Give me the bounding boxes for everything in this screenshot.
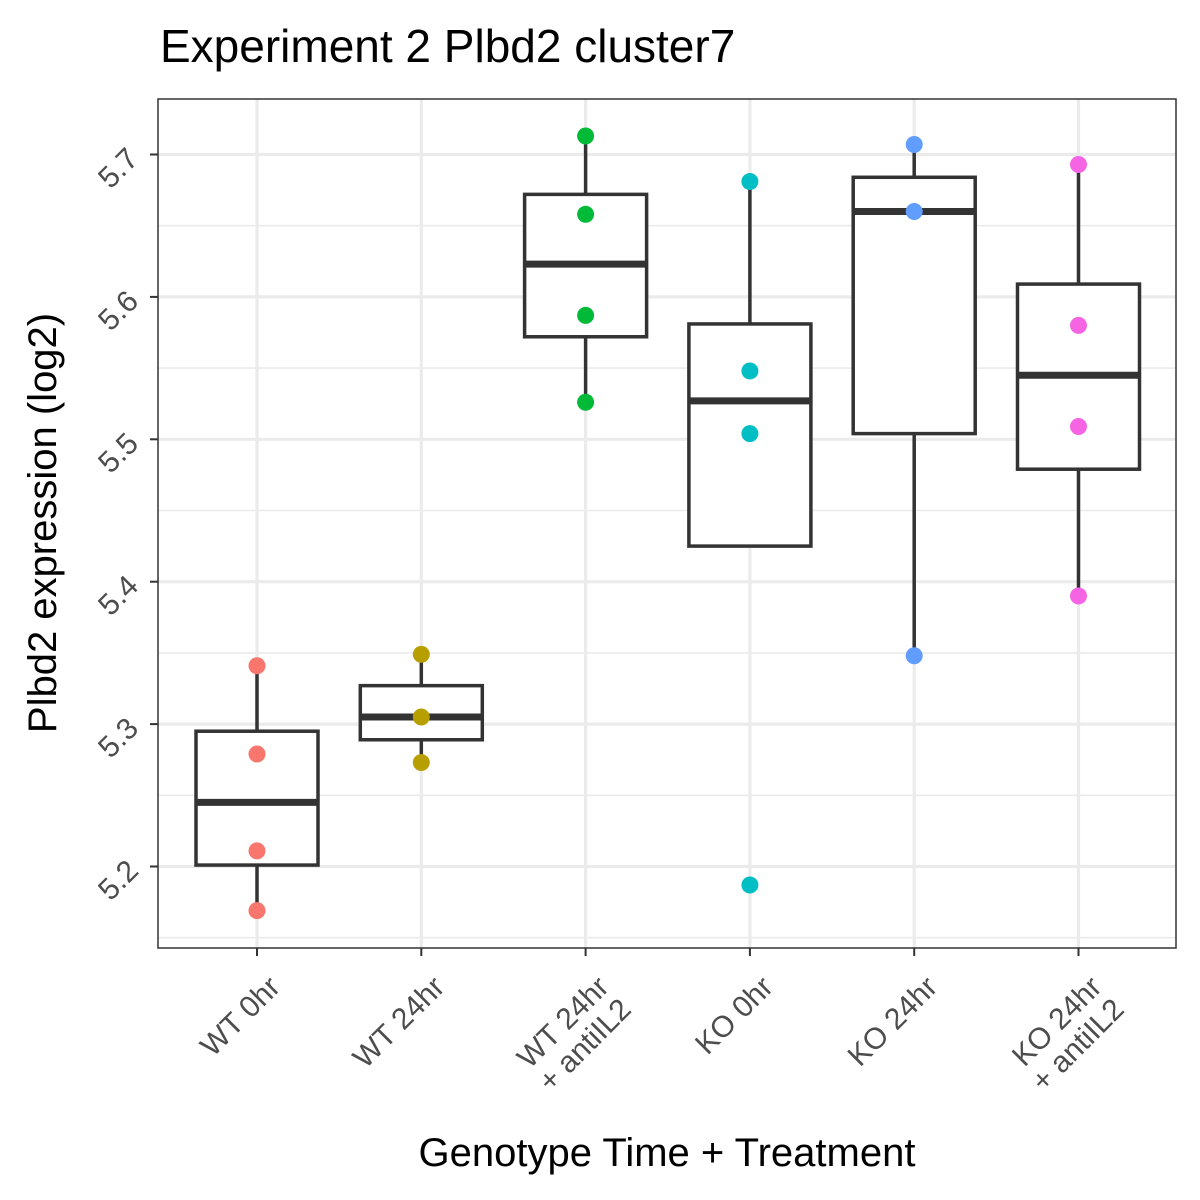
x-tick-label-line: KO 0hr xyxy=(689,970,780,1061)
x-tick-label: KO 24hr+ antiIL2 xyxy=(1003,970,1131,1098)
box-iqr xyxy=(851,175,977,436)
data-point xyxy=(577,306,595,324)
data-point xyxy=(1070,417,1087,435)
y-tick-label: 5.7 xyxy=(92,142,145,195)
x-tick-label: KO 0hr xyxy=(689,970,780,1061)
x-tick-label: WT 24hr xyxy=(347,970,451,1074)
data-point xyxy=(741,362,759,380)
data-point xyxy=(412,708,430,726)
data-point xyxy=(1070,155,1087,173)
data-point xyxy=(741,425,759,443)
y-tick-label: 5.6 xyxy=(92,285,145,338)
x-tick-label-line: WT 24hr xyxy=(347,970,451,1074)
chart-title: Experiment 2 Plbd2 cluster7 xyxy=(160,20,735,72)
point-layer xyxy=(248,127,1087,920)
data-point xyxy=(577,127,595,145)
data-point xyxy=(577,393,595,411)
y-tick-label: 5.4 xyxy=(92,569,145,622)
y-tick-label: 5.5 xyxy=(92,427,145,480)
plot-panel-border xyxy=(157,98,1177,949)
data-point xyxy=(248,657,266,675)
data-point xyxy=(412,754,430,772)
x-tick-label: WT 0hr xyxy=(194,970,286,1062)
data-point xyxy=(905,136,923,154)
data-point xyxy=(905,647,923,665)
data-point xyxy=(248,902,266,920)
data-point xyxy=(248,745,266,763)
x-tick-label-line: WT 0hr xyxy=(194,970,286,1062)
data-point xyxy=(412,645,430,663)
x-axis-title: Genotype Time + Treatment xyxy=(419,1131,916,1175)
box-iqr xyxy=(687,322,813,548)
x-tick-label: WT 24hr+ antiIL2 xyxy=(510,970,638,1098)
data-point xyxy=(248,842,266,860)
x-tick-label-line: KO 24hr xyxy=(842,970,944,1072)
y-axis-title: Plbd2 expression (log2) xyxy=(21,313,65,733)
data-point xyxy=(741,876,759,894)
x-tick-label: KO 24hr xyxy=(842,970,944,1072)
box-layer xyxy=(194,135,1142,910)
data-point xyxy=(905,202,923,220)
data-point xyxy=(741,173,759,191)
data-point xyxy=(577,205,595,223)
data-point xyxy=(1070,587,1087,605)
y-tick-label: 5.3 xyxy=(92,712,145,765)
y-tick-label: 5.2 xyxy=(92,854,145,907)
data-point xyxy=(1070,316,1087,334)
